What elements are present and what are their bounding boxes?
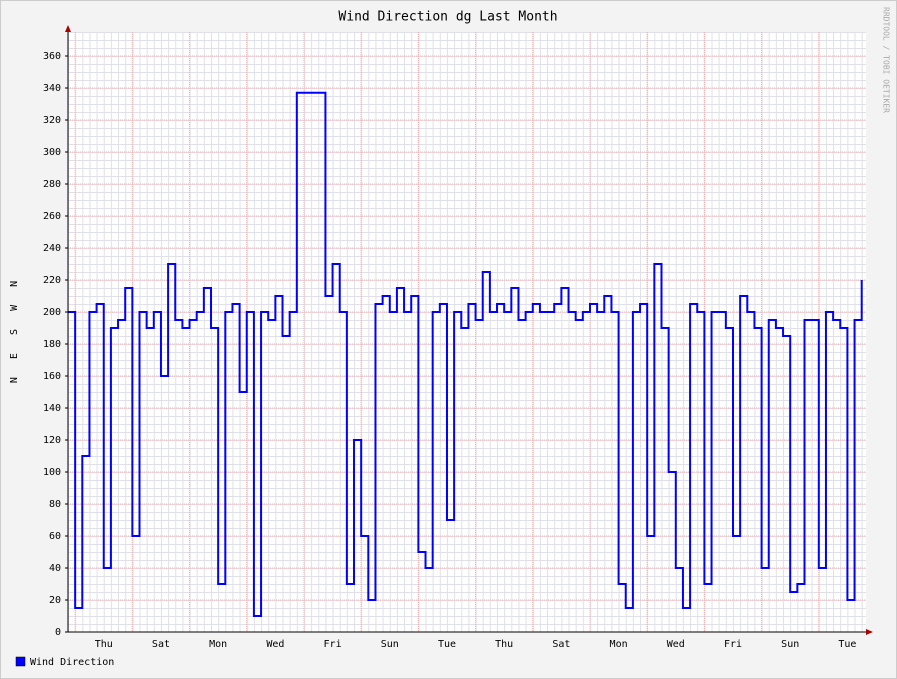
y-tick-label: 120 bbox=[43, 435, 61, 446]
legend-label: Wind Direction bbox=[30, 657, 114, 668]
y-tick-label: 140 bbox=[43, 403, 61, 414]
legend-swatch bbox=[15, 656, 26, 667]
x-tick-label: Mon bbox=[610, 639, 628, 650]
x-tick-label: Sun bbox=[781, 639, 799, 650]
x-tick-label: Fri bbox=[324, 639, 342, 650]
chart-title: Wind Direction dg Last Month bbox=[338, 10, 557, 25]
x-tick-label: Sat bbox=[552, 639, 570, 650]
y-tick-label: 60 bbox=[49, 531, 61, 542]
x-tick-label: Mon bbox=[209, 639, 227, 650]
y-tick-label: 300 bbox=[43, 147, 61, 158]
x-tick-label: Wed bbox=[667, 639, 685, 650]
x-tick-label: Thu bbox=[495, 639, 513, 650]
y-tick-label: 180 bbox=[43, 339, 61, 350]
y-tick-label: 220 bbox=[43, 275, 61, 286]
x-tick-label: Thu bbox=[95, 639, 113, 650]
y-tick-label: 360 bbox=[43, 51, 61, 62]
y-tick-label: 240 bbox=[43, 243, 61, 254]
y-axis-label: N E S W N bbox=[9, 281, 20, 383]
minor-grid bbox=[68, 32, 866, 632]
data-line bbox=[68, 91, 863, 617]
y-tick-label: 340 bbox=[43, 83, 61, 94]
x-tick-label: Wed bbox=[266, 639, 284, 650]
y-tick-label: 320 bbox=[43, 115, 61, 126]
watermark: RRDTOOL / TOBI OETIKER bbox=[882, 7, 891, 113]
y-tick-label: 160 bbox=[43, 371, 61, 382]
x-tick-label: Sun bbox=[381, 639, 399, 650]
y-tick-label: 100 bbox=[43, 467, 61, 478]
x-tick-label: Tue bbox=[838, 639, 856, 650]
y-tick-label: 80 bbox=[49, 499, 61, 510]
x-tick-label: Sat bbox=[152, 639, 170, 650]
marks bbox=[68, 91, 863, 617]
y-tick-label: 260 bbox=[43, 211, 61, 222]
y-tick-label: 280 bbox=[43, 179, 61, 190]
x-tick-label: Fri bbox=[724, 639, 742, 650]
y-tick-label: 40 bbox=[49, 563, 61, 574]
x-tick-label: Tue bbox=[438, 639, 456, 650]
y-tick-label: 20 bbox=[49, 595, 61, 606]
y-tick-label: 0 bbox=[55, 627, 61, 638]
y-tick-label: 200 bbox=[43, 307, 61, 318]
